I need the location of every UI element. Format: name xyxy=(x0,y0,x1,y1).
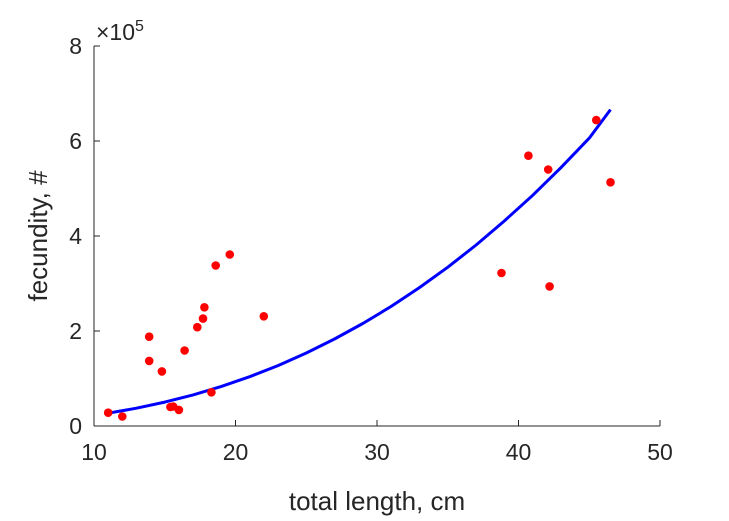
x-tick-label: 40 xyxy=(506,439,532,465)
data-point xyxy=(174,405,184,415)
data-point xyxy=(157,367,167,376)
data-point xyxy=(144,332,154,342)
y-tick-label: 6 xyxy=(69,128,82,154)
data-point xyxy=(198,314,208,323)
data-point xyxy=(497,268,506,278)
y-tick-label: 8 xyxy=(69,33,82,59)
data-point xyxy=(606,178,615,187)
data-point xyxy=(592,115,601,125)
x-ticks: 10 20 30 40 50 xyxy=(81,420,673,465)
x-axis-title: total length, cm xyxy=(289,486,465,516)
multiplier-exponent: 5 xyxy=(135,18,144,35)
data-point xyxy=(211,261,220,270)
data-point xyxy=(180,346,189,355)
data-point xyxy=(118,412,127,421)
data-point xyxy=(207,388,216,397)
x-tick-label: 30 xyxy=(364,439,390,465)
y-tick-label: 4 xyxy=(69,223,82,249)
data-point xyxy=(225,250,235,259)
data-point xyxy=(193,322,202,332)
data-point xyxy=(144,356,154,366)
data-point xyxy=(200,303,209,312)
data-point xyxy=(543,165,553,174)
data-point xyxy=(524,151,533,160)
y-ticks: 0 2 4 6 8 xyxy=(69,33,100,439)
fit-curve xyxy=(107,108,612,415)
x-tick-label: 20 xyxy=(223,439,249,465)
series-layer xyxy=(103,108,615,421)
axes xyxy=(93,46,660,427)
x-tick-label: 10 xyxy=(81,439,107,465)
y-tick-label: 0 xyxy=(69,413,82,439)
data-point xyxy=(545,282,554,291)
data-point xyxy=(103,408,113,418)
y-axis-multiplier: ×105 xyxy=(96,18,144,45)
y-axis-title: fecundity, # xyxy=(23,170,53,302)
multiplier-base: ×10 xyxy=(96,19,135,45)
x-tick-label: 50 xyxy=(647,439,673,465)
y-tick-label: 2 xyxy=(69,318,82,344)
data-point xyxy=(259,312,269,321)
